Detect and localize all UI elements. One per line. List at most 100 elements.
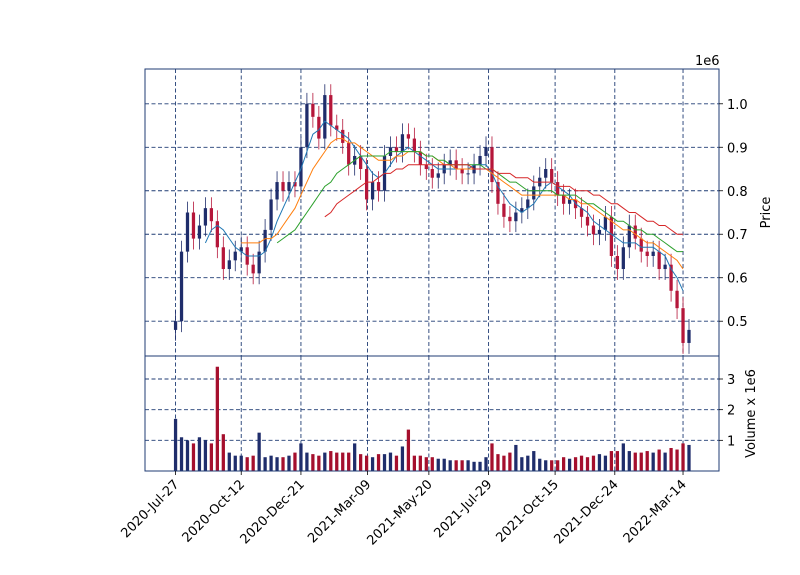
candle-body [561, 195, 566, 204]
volume-bar [257, 432, 261, 471]
volume-bar [490, 443, 494, 471]
volume-bar [609, 451, 614, 471]
price-tick-label: 0.7 [727, 228, 748, 243]
volume-tick-label: 3 [727, 373, 735, 388]
candle-body [597, 229, 602, 235]
volume-bar [639, 452, 643, 471]
candle-body [615, 255, 619, 270]
volume-bar [364, 455, 369, 471]
candle-body [191, 212, 196, 239]
volume-axis-label: Volume x 1e6 [744, 369, 759, 458]
volume-bar [347, 452, 351, 471]
volume-bar [502, 455, 506, 471]
candle-body [335, 125, 339, 130]
candle-body [675, 290, 679, 309]
price-axis-ticks: 0.5 0.6 0.7 0.8 0.9 1.0 [719, 98, 748, 330]
volume-bar [317, 455, 321, 471]
moving-average-line-3 [276, 151, 683, 253]
volume-bar [197, 437, 202, 471]
volume-bar [418, 455, 422, 471]
candle-body [227, 260, 231, 270]
volume-bar [645, 451, 649, 471]
volume-bars [173, 366, 691, 471]
price-tick-label: 0.9 [727, 141, 748, 156]
volume-bar [544, 460, 548, 471]
volume-bar [239, 455, 243, 471]
volume-bar [669, 448, 673, 471]
candle-body [275, 182, 279, 200]
volume-bar [651, 452, 655, 471]
volume-bar [579, 455, 584, 471]
price-tick-label: 0.5 [727, 315, 748, 330]
volume-bar [382, 454, 387, 471]
candle-body [394, 147, 399, 152]
candle-body [633, 225, 637, 239]
volume-bar [353, 443, 357, 471]
volume-bar [329, 451, 333, 471]
candle-body [215, 221, 219, 248]
candle-body [460, 169, 464, 174]
volume-bar [281, 457, 285, 471]
volume-bar [341, 452, 345, 471]
candle-body [657, 251, 661, 270]
price-axis-label: Price [759, 197, 774, 229]
volume-bar [370, 457, 375, 471]
volume-bar [388, 452, 393, 471]
candle-body [544, 169, 548, 178]
candle-body [550, 169, 554, 183]
volume-grid [145, 356, 719, 471]
volume-bar [203, 440, 208, 471]
volume-bar [591, 455, 596, 471]
volume-bar [394, 455, 399, 471]
volume-bar [621, 443, 625, 471]
volume-bar [323, 452, 327, 471]
volume-bar [299, 443, 303, 471]
candle-body [591, 225, 596, 235]
candle-body [364, 169, 369, 200]
candle-body [466, 173, 470, 175]
candle-body [424, 164, 428, 170]
volume-bar [550, 460, 554, 471]
volume-bar [233, 455, 237, 471]
volume-bar [251, 455, 255, 471]
candle-body [197, 225, 202, 239]
volume-axis-ticks: 1 2 3 [719, 373, 735, 449]
candle-body [341, 129, 345, 143]
candle-body [448, 160, 452, 165]
candle-body [257, 251, 261, 274]
candle-body [406, 134, 411, 139]
candle-body [239, 247, 243, 252]
volume-bar [633, 452, 637, 471]
volume-bar [245, 457, 249, 471]
volume-bar [263, 457, 267, 471]
candle-body [681, 308, 685, 343]
volume-bar [442, 458, 446, 471]
candle-body [609, 216, 614, 256]
candle-body [532, 186, 536, 200]
candle-body [430, 169, 434, 178]
candle-body [400, 134, 405, 152]
volume-bar [305, 452, 309, 471]
candle-body [299, 147, 303, 187]
candle-body [221, 247, 225, 270]
volume-bar [472, 461, 476, 471]
volume-bar [448, 460, 452, 471]
candle-body [311, 103, 315, 117]
price-tick-label: 0.8 [727, 185, 748, 200]
volume-bar [603, 455, 608, 471]
volume-bar [561, 457, 566, 471]
candle-body [651, 251, 655, 256]
volume-bar [424, 457, 428, 471]
volume-bar [532, 451, 536, 471]
candle-body [478, 155, 482, 165]
volume-bar [597, 454, 602, 471]
candle-body [359, 155, 363, 170]
candle-body [621, 247, 625, 270]
volume-bar [173, 418, 178, 471]
candle-body [185, 212, 190, 252]
candle-body [305, 103, 309, 148]
candle-body [209, 208, 214, 222]
volume-bar [287, 455, 291, 471]
candle-body [567, 199, 572, 204]
volume-bar [376, 454, 381, 471]
